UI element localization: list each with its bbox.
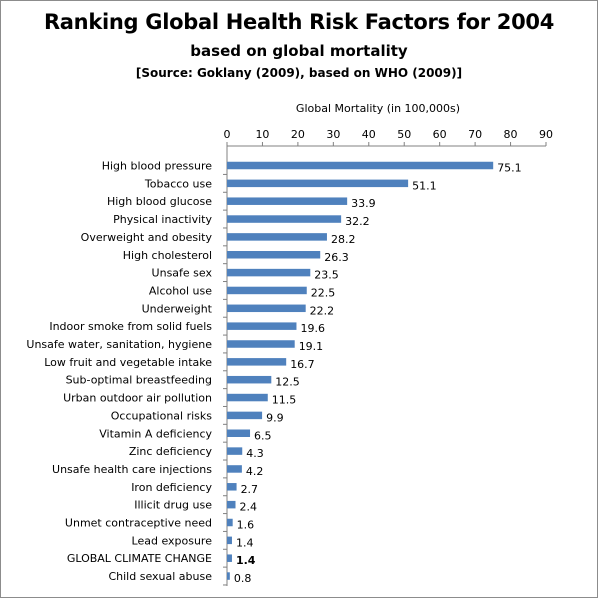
- category-label: Underweight: [142, 302, 213, 315]
- x-tick-label: 10: [255, 128, 269, 141]
- bar: [227, 465, 242, 473]
- category-label: Child sexual abuse: [108, 570, 212, 583]
- data-label: 19.1: [299, 340, 324, 353]
- bar: [227, 572, 230, 580]
- category-label: Zinc deficiency: [129, 445, 213, 458]
- data-label: 2.7: [241, 483, 259, 496]
- bar: [227, 500, 236, 509]
- data-label: 4.2: [246, 465, 263, 478]
- chart-source: [Source: Goklany (2009), based on WHO (2…: [135, 66, 463, 80]
- bar: [227, 179, 409, 188]
- category-label: Tobacco use: [144, 177, 212, 190]
- category-label: Overweight and obesity: [81, 231, 213, 244]
- bar: [227, 340, 295, 348]
- data-label: 12.5: [275, 376, 300, 389]
- bar: [227, 322, 297, 330]
- data-label: 75.1: [497, 162, 521, 175]
- category-label: Physical inactivity: [113, 213, 212, 226]
- category-label: Low fruit and vegetable intake: [44, 356, 212, 369]
- data-label: 32.2: [345, 215, 370, 228]
- category-label: Indoor smoke from solid fuels: [49, 320, 212, 333]
- data-label: 9.9: [266, 411, 284, 424]
- bar: [227, 518, 233, 527]
- category-label: High cholesterol: [123, 249, 212, 262]
- category-label: Occupational risks: [111, 409, 212, 422]
- data-label: 0.8: [234, 572, 252, 585]
- x-axis: 0 10 20 30 40 50 60 70 80 90: [223, 128, 553, 587]
- x-tick-label: 20: [291, 128, 305, 141]
- category-label: High blood glucose: [107, 195, 212, 208]
- bars: High blood pressure 75.1 Tobacco use 51.1 Hi…: [26, 160, 521, 586]
- category-label: Unsafe health care injections: [52, 463, 212, 476]
- bar: [227, 233, 327, 241]
- category-label: GLOBAL CLIMATE CHANGE: [67, 552, 212, 565]
- x-axis-label: Global Mortality (in 100,000s): [296, 102, 460, 115]
- category-label: Lead exposure: [132, 534, 213, 547]
- bar: [227, 483, 237, 491]
- data-label: 2.4: [240, 501, 257, 514]
- data-label: 1.4: [236, 554, 256, 567]
- bar: [227, 304, 306, 313]
- x-tick-label: 30: [326, 128, 340, 141]
- data-label: 22.2: [310, 304, 335, 317]
- bar: [227, 429, 251, 437]
- x-tick-label: 0: [224, 128, 231, 141]
- data-label: 33.9: [351, 197, 376, 210]
- data-label: 19.6: [300, 322, 325, 335]
- bar: [227, 268, 311, 277]
- bar: [227, 411, 263, 420]
- x-tick-label: 40: [362, 128, 376, 141]
- data-label: 26.3: [324, 251, 349, 264]
- x-tick-label: 60: [433, 128, 447, 141]
- category-label: High blood pressure: [102, 160, 213, 173]
- category-label: Alcohol use: [149, 284, 212, 297]
- bar: [227, 358, 287, 366]
- data-label: 16.7: [290, 358, 315, 371]
- category-label: Iron deficiency: [131, 481, 212, 494]
- category-label: Unsafe sex: [152, 267, 213, 280]
- category-label: Unmet contraceptive need: [65, 517, 212, 530]
- bar: [227, 393, 268, 402]
- bar: [227, 536, 232, 545]
- data-label: 1.6: [237, 519, 255, 532]
- x-tick-label: 80: [504, 128, 518, 141]
- x-tick-label: 70: [468, 128, 482, 141]
- chart-title: Ranking Global Health Risk Factors for 2…: [43, 10, 555, 34]
- category-label: Sub-optimal breastfeeding: [66, 374, 212, 387]
- bar: [227, 286, 307, 295]
- category-label: Vitamin A deficiency: [99, 427, 212, 440]
- chart-subtitle: based on global mortality: [190, 42, 408, 60]
- data-label: 4.3: [246, 447, 263, 460]
- bar: [227, 251, 321, 259]
- x-tick-label: 50: [397, 128, 411, 141]
- data-label: 23.5: [314, 269, 339, 282]
- x-tick-label: 90: [539, 128, 553, 141]
- bar: [227, 447, 243, 455]
- bar: [227, 554, 232, 562]
- data-label: 11.5: [272, 394, 297, 407]
- category-label: Urban outdoor air pollution: [63, 392, 212, 405]
- data-label: 22.5: [311, 286, 336, 299]
- data-label: 28.2: [331, 233, 356, 246]
- bar: [227, 215, 342, 223]
- category-label: Illicit drug use: [134, 499, 212, 512]
- data-label: 51.1: [412, 179, 437, 192]
- category-label: Unsafe water, sanitation, hygiene: [26, 338, 212, 351]
- bar: [227, 161, 494, 170]
- data-label: 1.4: [236, 536, 254, 549]
- data-label: 6.5: [254, 429, 271, 442]
- bar: [227, 375, 272, 384]
- bar: [227, 197, 348, 205]
